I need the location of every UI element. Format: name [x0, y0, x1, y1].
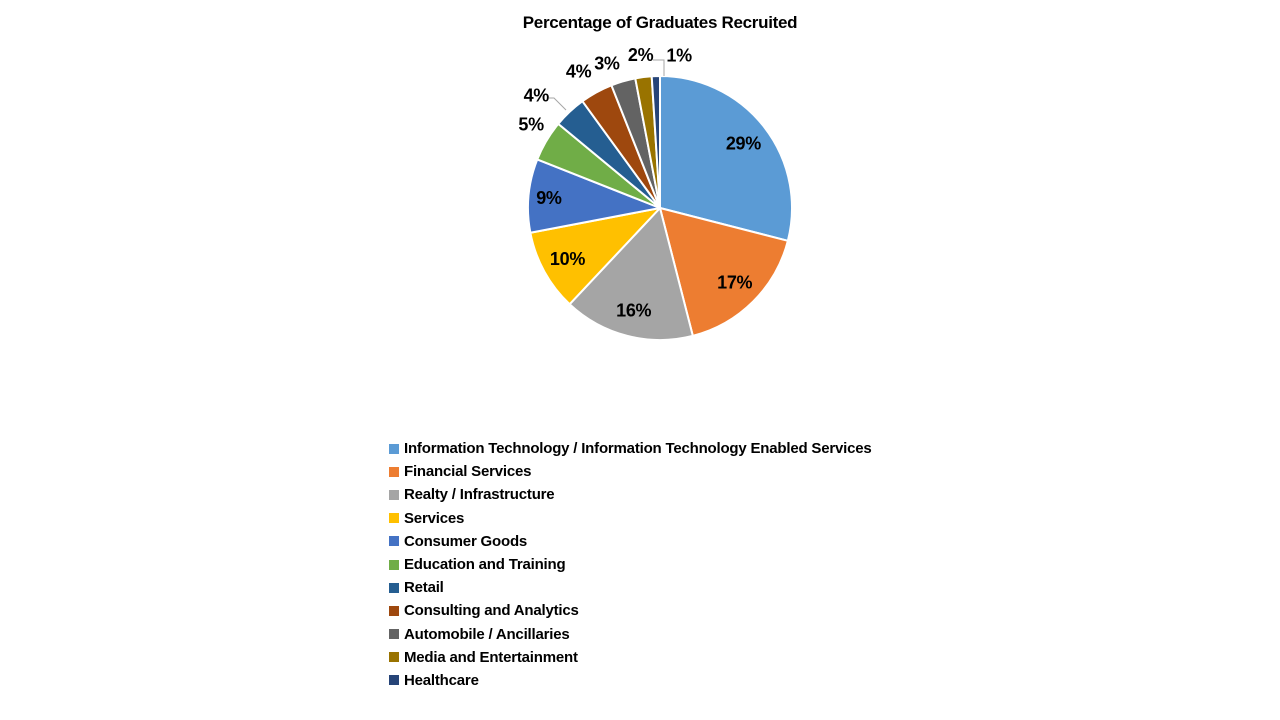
legend-item-retail: Retail — [389, 576, 872, 599]
pie-slice-realty-infrastructure — [568, 207, 694, 341]
data-label-automobile-ancillaries: 3% — [594, 54, 620, 74]
legend-swatch — [389, 466, 399, 477]
data-label-financial-services: 17% — [717, 273, 752, 293]
chart-title: Percentage of Graduates Recruited — [522, 13, 798, 32]
legend-label: Realty / Infrastructure — [404, 486, 555, 504]
legend-label: Retail — [404, 579, 444, 597]
legend-swatch — [389, 443, 399, 454]
pie-slice-information-technology-information-technology-enabled-services — [659, 75, 793, 242]
legend-swatch — [389, 652, 399, 663]
data-label-media-and-entertainment: 2% — [628, 45, 654, 65]
legend-item-financial-services: Financial Services — [389, 460, 872, 483]
legend-label: Information Technology / Information Tec… — [404, 440, 872, 458]
data-label-education-and-training: 5% — [518, 114, 544, 134]
pie-slice-financial-services — [659, 207, 789, 337]
legend-label: Services — [404, 509, 465, 527]
data-label-information-technology-information-technology-enabled-services: 29% — [726, 133, 761, 153]
legend-item-education-and-training: Education and Training — [389, 553, 872, 576]
legend-label: Media and Entertainment — [404, 648, 578, 666]
legend-swatch — [389, 513, 399, 524]
legend-swatch — [389, 605, 399, 616]
legend-item-automobile-ancillaries: Automobile / Ancillaries — [389, 623, 872, 646]
legend-label: Consumer Goods — [404, 532, 528, 550]
legend-item-consulting-and-analytics: Consulting and Analytics — [389, 599, 872, 622]
legend-label: Education and Training — [404, 556, 566, 574]
pie-slice-services — [529, 207, 661, 306]
label-leader-line — [549, 97, 567, 111]
legend-item-information-technology-information-technology-enabled-services: Information Technology / Information Tec… — [389, 437, 872, 460]
legend-swatch — [389, 675, 399, 686]
legend-swatch — [389, 536, 399, 547]
legend-label: Automobile / Ancillaries — [404, 625, 570, 643]
data-label-realty-infrastructure: 16% — [616, 300, 651, 320]
legend-item-consumer-goods: Consumer Goods — [389, 530, 872, 553]
legend-label: Consulting and Analytics — [404, 602, 579, 620]
pie-slice-healthcare — [650, 74, 661, 209]
legend-swatch — [389, 559, 399, 570]
legend-label: Healthcare — [404, 671, 479, 689]
legend-swatch — [389, 489, 399, 500]
legend-item-media-and-entertainment: Media and Entertainment — [389, 646, 872, 669]
data-label-consulting-and-analytics: 4% — [566, 62, 592, 82]
data-label-healthcare: 1% — [666, 46, 692, 66]
data-label-retail: 4% — [524, 85, 550, 105]
label-leader-line — [653, 59, 665, 76]
chart-legend: Information Technology / Information Tec… — [389, 437, 872, 692]
data-label-services: 10% — [550, 249, 585, 269]
legend-swatch — [389, 582, 399, 593]
legend-item-services: Services — [389, 507, 872, 530]
legend-label: Financial Services — [404, 463, 532, 481]
legend-swatch — [389, 629, 399, 640]
data-label-consumer-goods: 9% — [536, 188, 562, 208]
legend-item-realty-infrastructure: Realty / Infrastructure — [389, 483, 872, 506]
legend-item-healthcare: Healthcare — [389, 669, 872, 692]
